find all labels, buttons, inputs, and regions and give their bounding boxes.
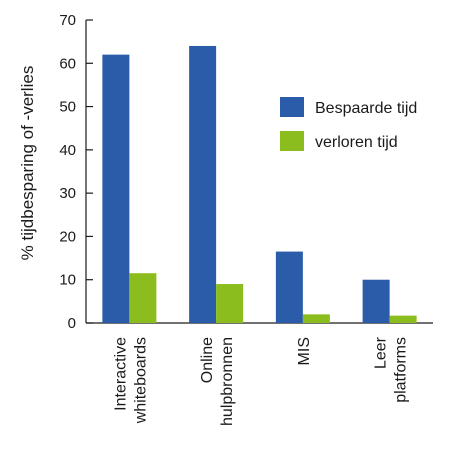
legend-label: Bespaarde tijd xyxy=(315,100,417,117)
y-axis-label: % tijdbesparing of -verlies xyxy=(18,66,37,261)
y-tick-label: 70 xyxy=(59,12,76,29)
bar xyxy=(362,279,390,323)
chart-legend: Bespaarde tijd verloren tijd xyxy=(280,97,417,151)
y-axis-ticks: 0 10 20 30 40 50 60 70 xyxy=(59,12,93,332)
bar xyxy=(216,284,244,323)
y-tick-label: 60 xyxy=(59,55,76,72)
x-category-label: whiteboards xyxy=(132,337,149,424)
bar xyxy=(275,251,303,323)
y-tick-label: 40 xyxy=(59,142,76,159)
legend-swatch xyxy=(280,97,304,117)
bar-series-verloren-tijd xyxy=(129,273,417,323)
bar xyxy=(389,315,417,323)
bar xyxy=(189,45,217,323)
bar xyxy=(302,314,330,323)
x-category-label: MIS xyxy=(296,337,313,365)
y-tick-label: 10 xyxy=(59,272,76,289)
y-tick-label: 20 xyxy=(59,228,76,245)
bar-series xyxy=(102,45,417,323)
y-tick-label: 50 xyxy=(59,99,76,116)
x-category-label: Leer xyxy=(373,336,390,369)
x-category-label: hulpbronnen xyxy=(219,337,236,426)
y-tick-label: 0 xyxy=(68,315,76,332)
x-axis-category-labels: Interactive whiteboards Online hulpbronnen M… xyxy=(112,336,409,426)
bar-series-bespaarde-tijd xyxy=(102,45,390,323)
y-tick-label: 30 xyxy=(59,185,76,202)
x-category-label: Online xyxy=(199,337,216,383)
bar xyxy=(102,54,130,323)
x-category-label: platforms xyxy=(393,337,410,403)
legend-swatch xyxy=(280,131,304,151)
x-category-label: Interactive xyxy=(112,337,129,411)
legend-label: verloren tijd xyxy=(315,134,398,151)
bar xyxy=(129,273,157,323)
